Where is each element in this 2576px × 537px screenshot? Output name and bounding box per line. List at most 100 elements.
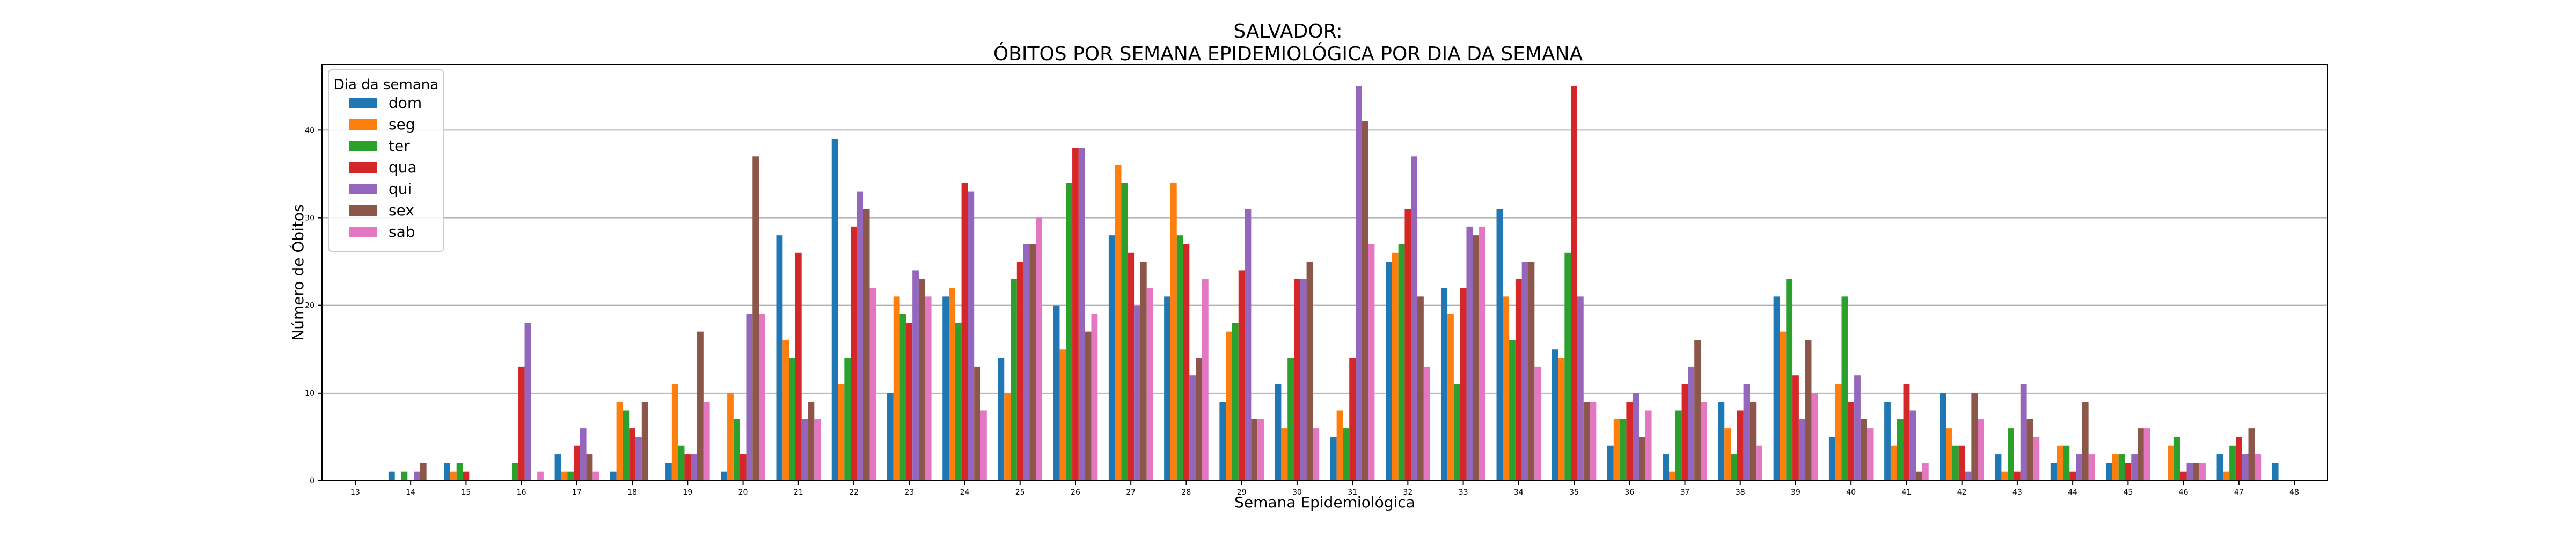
bar-sab-47 xyxy=(2255,454,2262,481)
legend-label-sex: sex xyxy=(389,201,414,219)
bar-dom-22 xyxy=(831,139,838,481)
bar-dom-39 xyxy=(1773,296,1780,481)
bar-ter-30 xyxy=(1287,358,1294,481)
bar-dom-36 xyxy=(1607,445,1614,481)
bar-seg-35 xyxy=(1558,358,1565,481)
bar-dom-29 xyxy=(1219,402,1226,481)
x-axis-label: Semana Epidemiológica xyxy=(1234,494,1415,511)
x-tick-label: 19 xyxy=(683,488,692,497)
bar-dom-45 xyxy=(2106,463,2112,481)
y-tick-label: 10 xyxy=(305,389,314,398)
bar-seg-17 xyxy=(561,471,568,481)
x-tick-label: 31 xyxy=(1348,488,1357,497)
bar-seg-36 xyxy=(1613,419,1620,481)
bar-qui-24 xyxy=(968,191,975,481)
bar-sab-46 xyxy=(2199,463,2206,481)
bar-qua-38 xyxy=(1737,410,1744,481)
bar-ter-17 xyxy=(567,471,574,481)
x-tick-label: 25 xyxy=(1015,488,1025,497)
chart-title-line-2: ÓBITOS POR SEMANA EPIDEMIOLÓGICA POR DIA… xyxy=(993,43,1583,65)
x-tick-label: 13 xyxy=(350,488,360,497)
legend-box xyxy=(328,69,444,252)
bar-ter-14 xyxy=(401,471,408,481)
bar-sex-34 xyxy=(1528,262,1535,481)
bar-qui-36 xyxy=(1633,393,1639,481)
bar-seg-30 xyxy=(1281,428,1288,481)
bar-qui-29 xyxy=(1245,209,1252,481)
bar-ter-25 xyxy=(1011,279,1017,481)
bar-seg-22 xyxy=(838,384,845,481)
bar-sab-25 xyxy=(1036,217,1043,481)
bar-seg-19 xyxy=(671,384,678,481)
bar-qui-28 xyxy=(1189,375,1196,481)
bar-qua-30 xyxy=(1293,279,1300,481)
bar-qua-22 xyxy=(851,226,857,481)
x-tick-label: 35 xyxy=(1569,488,1579,497)
legend-label-dom: dom xyxy=(389,94,422,112)
bar-qua-35 xyxy=(1571,86,1577,481)
bar-qua-44 xyxy=(2069,471,2076,481)
bar-qua-23 xyxy=(906,323,913,481)
bar-qua-18 xyxy=(629,428,635,481)
bar-qui-31 xyxy=(1356,86,1362,481)
x-tick-label: 16 xyxy=(517,488,526,497)
bar-ter-32 xyxy=(1398,244,1405,481)
bar-seg-23 xyxy=(893,296,900,481)
bar-dom-43 xyxy=(1995,454,2002,481)
bar-sab-44 xyxy=(2088,454,2095,481)
x-tick-label: 48 xyxy=(2289,488,2299,497)
bar-dom-31 xyxy=(1330,437,1337,481)
legend-label-sab: sab xyxy=(389,223,415,241)
bar-sab-38 xyxy=(1756,445,1763,481)
bar-sex-31 xyxy=(1362,121,1368,481)
x-tick-label: 23 xyxy=(904,488,914,497)
x-tick-label: 47 xyxy=(2234,488,2244,497)
x-tick-label: 21 xyxy=(794,488,803,497)
bar-sab-29 xyxy=(1257,419,1264,481)
bar-sex-25 xyxy=(1029,244,1036,481)
bar-sex-47 xyxy=(2248,428,2255,481)
x-tick-label: 30 xyxy=(1292,488,1302,497)
legend-swatch-sab xyxy=(349,227,377,237)
legend-title: Dia da semana xyxy=(334,77,438,93)
bar-sex-29 xyxy=(1251,419,1258,481)
legend-swatch-sex xyxy=(349,205,377,216)
bar-sab-42 xyxy=(1978,419,1984,481)
x-tick-label: 41 xyxy=(1902,488,1912,497)
bar-qua-33 xyxy=(1460,288,1467,481)
bar-ter-35 xyxy=(1564,252,1571,481)
x-tick-label: 37 xyxy=(1680,488,1690,497)
bar-qui-19 xyxy=(691,454,698,481)
bar-dom-23 xyxy=(887,393,894,481)
bar-sex-35 xyxy=(1583,402,1590,481)
bar-ter-42 xyxy=(1952,445,1959,481)
bar-qui-17 xyxy=(580,428,587,481)
bar-sex-40 xyxy=(1860,419,1867,481)
bar-ter-28 xyxy=(1176,235,1183,481)
legend-swatch-qui xyxy=(349,184,377,194)
bar-qua-47 xyxy=(2235,437,2242,481)
bar-sab-26 xyxy=(1091,314,1098,481)
bar-dom-14 xyxy=(388,471,395,481)
x-tick-label: 15 xyxy=(461,488,471,497)
bar-seg-41 xyxy=(1890,445,1897,481)
x-tick-label: 17 xyxy=(572,488,582,497)
bar-sab-39 xyxy=(1811,393,1818,481)
bar-sex-28 xyxy=(1196,358,1202,481)
bar-qua-31 xyxy=(1349,358,1356,481)
bar-dom-48 xyxy=(2272,463,2279,481)
chart-title-line-1: SALVADOR: xyxy=(1233,20,1343,42)
bar-dom-20 xyxy=(721,471,728,481)
y-tick-label: 0 xyxy=(310,477,314,485)
bar-ter-37 xyxy=(1675,410,1682,481)
bar-ter-19 xyxy=(678,445,685,481)
bar-seg-38 xyxy=(1724,428,1731,481)
x-tick-label: 14 xyxy=(406,488,415,497)
x-tick-label: 42 xyxy=(1957,488,1967,497)
bar-qua-27 xyxy=(1128,252,1135,481)
bar-sex-17 xyxy=(586,454,593,481)
bar-sab-16 xyxy=(537,471,544,481)
bar-dom-42 xyxy=(1940,393,1946,481)
x-tick-label: 28 xyxy=(1182,488,1191,497)
